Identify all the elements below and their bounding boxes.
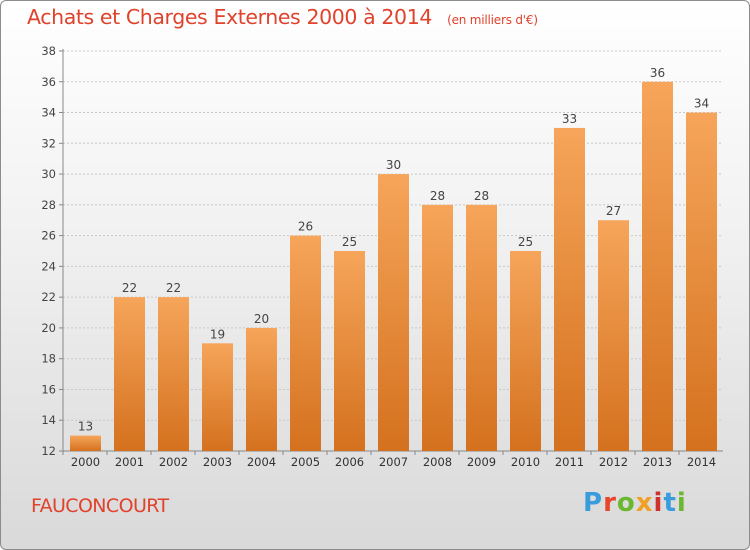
logo-letter: o [616, 488, 636, 518]
data-label: 22 [166, 281, 181, 295]
bar [114, 297, 145, 451]
bar [510, 251, 541, 451]
y-tick-label: 36 [41, 75, 56, 89]
commune-name: FAUCONCOURT [31, 495, 169, 517]
bar [466, 204, 497, 451]
x-tick-label: 2005 [291, 455, 320, 469]
chart-subtitle: (en milliers d'€) [447, 13, 538, 27]
y-tick-label: 38 [41, 44, 56, 58]
x-tick-label: 2007 [379, 455, 408, 469]
x-tick-label: 2002 [159, 455, 188, 469]
data-label: 30 [386, 158, 401, 172]
bar [202, 343, 233, 451]
bar [246, 327, 277, 451]
data-label: 27 [606, 204, 621, 218]
data-label: 33 [562, 112, 577, 126]
logo-letter: P [583, 488, 604, 518]
chart-title: Achats et Charges Externes 2000 à 2014 [27, 5, 432, 29]
bar [642, 81, 673, 452]
bar [686, 112, 717, 452]
bar [598, 220, 629, 451]
y-tick-label: 16 [41, 382, 56, 396]
y-tick-label: 30 [41, 167, 56, 181]
x-tick-label: 2000 [71, 455, 100, 469]
logo-letter: t [663, 488, 677, 518]
data-label: 25 [342, 235, 357, 249]
bar [554, 127, 585, 451]
logo-letter: r [603, 488, 617, 518]
bars [70, 81, 717, 452]
data-label: 19 [210, 327, 225, 341]
proxiti-logo[interactable]: Proxiti [583, 488, 687, 518]
x-tick-label: 2004 [247, 455, 276, 469]
data-label: 28 [474, 189, 489, 203]
x-tick-labels: 2000 2001 2002 2003 2004 2005 2006 2007 2008 2009… [71, 455, 716, 469]
x-tick-label: 2009 [467, 455, 496, 469]
x-tick-label: 2008 [423, 455, 452, 469]
bar [422, 204, 453, 451]
bar [158, 297, 189, 451]
bar [378, 174, 409, 452]
data-label: 13 [78, 420, 93, 434]
x-tick-label: 2014 [687, 455, 716, 469]
x-tick-label: 2003 [203, 455, 232, 469]
y-tick-label: 28 [41, 198, 56, 212]
x-tick-label: 2001 [115, 455, 144, 469]
y-tick-label: 20 [41, 321, 56, 335]
data-label: 36 [650, 66, 665, 80]
y-tick-label: 32 [41, 136, 56, 150]
data-label: 28 [430, 189, 445, 203]
bar [70, 435, 101, 451]
y-tick-labels: 12 14 16 18 20 22 24 26 28 30 32 34 36 38 [41, 44, 56, 458]
logo-letter: x [635, 488, 654, 518]
x-tick-label: 2010 [511, 455, 540, 469]
title-row: Achats et Charges Externes 2000 à 2014 (… [27, 5, 538, 29]
data-label: 34 [694, 97, 709, 111]
x-tick-label: 2011 [555, 455, 584, 469]
logo-letter: i [676, 488, 687, 518]
bar [290, 235, 321, 451]
data-labels: 13 22 22 19 20 26 25 30 28 28 25 33 27 36 34 [78, 66, 709, 434]
x-tick-label: 2006 [335, 455, 364, 469]
x-tick-label: 2013 [643, 455, 672, 469]
y-tick-label: 12 [41, 444, 56, 458]
data-label: 25 [518, 235, 533, 249]
bar [334, 251, 365, 451]
y-tick-label: 18 [41, 352, 56, 366]
data-label: 22 [122, 281, 137, 295]
logo-letter: i [653, 488, 664, 518]
y-tick-label: 24 [41, 259, 56, 273]
y-tick-label: 34 [41, 106, 56, 120]
data-label: 20 [254, 312, 269, 326]
x-tick-label: 2012 [599, 455, 628, 469]
y-tick-label: 26 [41, 229, 56, 243]
y-tick-label: 14 [41, 413, 56, 427]
y-tick-label: 22 [41, 290, 56, 304]
data-label: 26 [298, 220, 313, 234]
